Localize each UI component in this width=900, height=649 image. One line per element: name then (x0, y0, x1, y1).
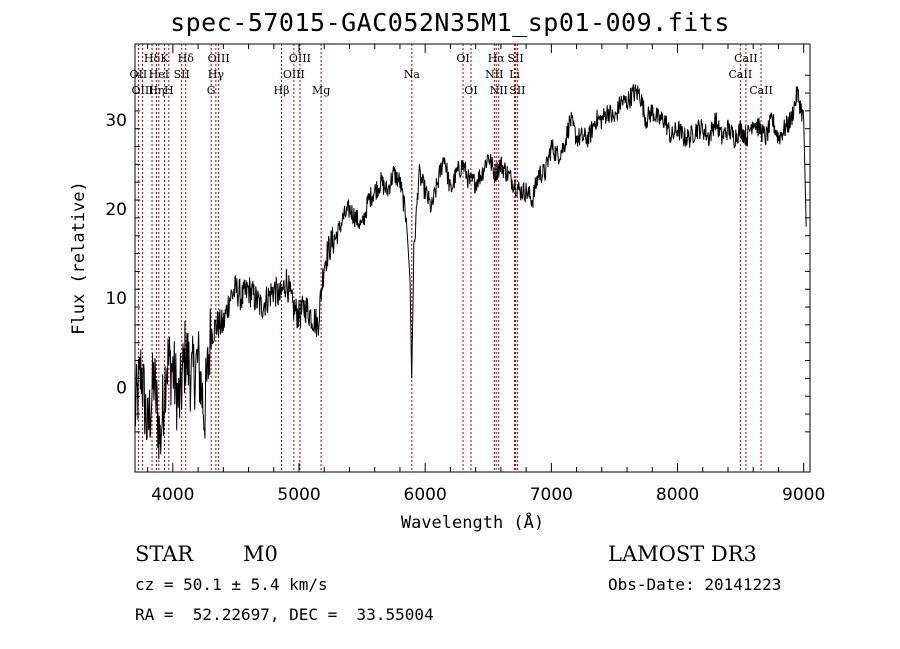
line-label: OIII (289, 52, 311, 65)
line-label: Na (404, 68, 421, 81)
line-label: Hδ (144, 52, 161, 65)
x-tick-label: 6000 (404, 485, 447, 505)
x-tick-label: 9000 (782, 485, 825, 505)
object-subclass: M0 (243, 542, 278, 566)
line-label: CaII (729, 68, 753, 81)
line-label: OI (464, 84, 477, 97)
line-label: G (207, 84, 216, 97)
y-tick-label: 0 (116, 378, 127, 398)
line-label: CaII (749, 84, 773, 97)
chart-title: spec-57015-GAC052N35M1_sp01-009.fits (170, 8, 730, 37)
x-tick-label: 5000 (277, 485, 320, 505)
line-label: Hβ (274, 84, 290, 97)
line-label: OIII (283, 68, 305, 81)
line-label: OI (456, 52, 469, 65)
line-label: Li (509, 68, 520, 81)
line-label: H (164, 84, 174, 97)
line-label: OIII (208, 52, 230, 65)
y-tick-label: 20 (105, 200, 127, 220)
plot-frame (134, 43, 811, 473)
line-label: SII (174, 68, 190, 81)
line-label: OII (130, 68, 148, 81)
line-label: CaII (734, 52, 758, 65)
y-tick-label: 10 (105, 289, 127, 309)
line-label: HeI (149, 68, 169, 81)
survey-name: LAMOST DR3 (608, 542, 757, 566)
y-axis-label: Flux (relative) (69, 181, 89, 335)
object-class: STAR (135, 542, 194, 566)
line-label: Mg (312, 84, 330, 97)
line-label: SII (509, 84, 525, 97)
line-label: NII (490, 84, 508, 97)
line-label: SII (508, 52, 524, 65)
y-tick-label: 30 (105, 111, 127, 131)
line-label: OIII (132, 84, 154, 97)
redshift-text: cz = 50.1 ± 5.4 km/s (135, 575, 328, 594)
line-label: Hα (488, 52, 506, 65)
x-tick-label: 4000 (151, 485, 194, 505)
line-label: Hγ (208, 68, 225, 81)
x-tick-label: 7000 (530, 485, 573, 505)
line-label: K (160, 52, 169, 65)
coordinates-text: RA = 52.22697, DEC = 33.55004 (135, 605, 434, 624)
x-axis-label: Wavelength (Å) (401, 511, 544, 533)
line-label: Hδ (178, 52, 195, 65)
spectrum-line (134, 84, 807, 460)
line-label: Hη (148, 84, 164, 97)
line-label: NII (485, 68, 503, 81)
x-tick-label: 8000 (656, 485, 699, 505)
observation-date: Obs-Date: 20141223 (608, 575, 782, 594)
